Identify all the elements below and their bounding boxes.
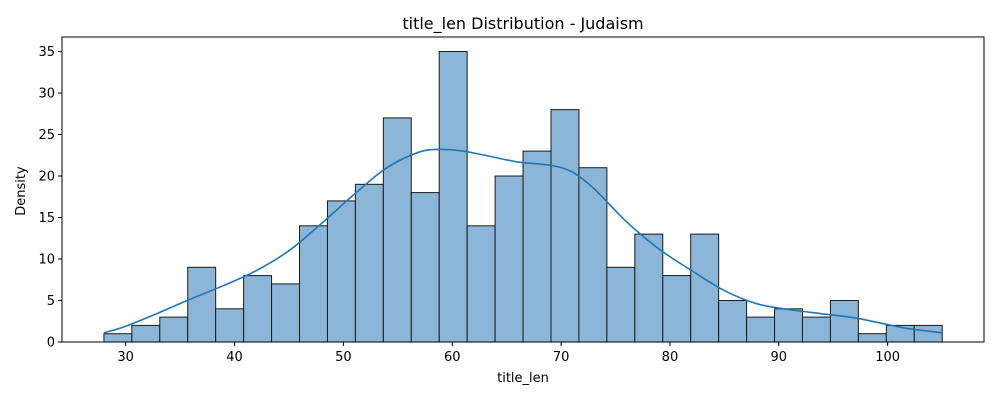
x-axis-label: title_len — [497, 371, 549, 386]
histogram-bar — [774, 308, 803, 343]
x-axis-ticks: 30 40 50 60 70 80 90 100 — [117, 342, 900, 365]
histogram-bar — [690, 233, 720, 343]
y-tick-label: 5 — [47, 294, 55, 309]
y-tick-label: 0 — [47, 336, 55, 351]
x-tick-label: 80 — [662, 350, 679, 365]
y-axis-ticks: 0 5 10 15 20 25 30 35 — [38, 45, 62, 351]
y-tick-label: 35 — [38, 45, 55, 60]
histogram-bar — [159, 316, 189, 343]
histogram-bar — [550, 109, 580, 343]
x-tick-label: 50 — [335, 350, 352, 365]
x-tick-label: 70 — [553, 350, 570, 365]
histogram-bar — [382, 117, 412, 343]
histogram-bar — [354, 183, 384, 343]
histogram-bar — [187, 266, 217, 343]
histogram-bar — [578, 167, 608, 343]
histogram-bar — [662, 275, 692, 343]
histogram-bar — [634, 233, 664, 343]
y-axis-label: Density — [14, 166, 29, 216]
plot-frame — [61, 36, 985, 343]
histogram-bar — [438, 51, 468, 343]
histogram-bar — [606, 266, 636, 343]
x-tick-label: 40 — [226, 350, 243, 365]
x-tick-label: 60 — [444, 350, 461, 365]
y-tick-label: 30 — [38, 87, 55, 102]
histogram-bar — [299, 225, 328, 343]
x-tick-label: 100 — [875, 350, 900, 365]
y-tick-label: 20 — [38, 170, 55, 185]
histogram-bars — [103, 51, 943, 343]
histogram-bar — [494, 175, 524, 343]
histogram-bar — [857, 333, 887, 343]
histogram-bar — [466, 225, 496, 343]
histogram-bar — [829, 300, 859, 343]
histogram-bar — [215, 308, 245, 343]
kde-curve — [103, 148, 943, 334]
histogram-bar — [522, 150, 552, 343]
x-tick-label: 90 — [771, 350, 788, 365]
histogram-bar — [410, 192, 440, 343]
histogram-bar — [746, 316, 776, 343]
histogram-bar — [718, 300, 748, 343]
y-tick-label: 15 — [38, 211, 55, 226]
histogram-bar — [243, 275, 273, 343]
histogram-bar — [131, 324, 161, 343]
histogram-bar — [103, 333, 133, 343]
histogram-bar — [326, 200, 356, 343]
x-tick-label: 30 — [117, 350, 134, 365]
histogram-bar — [913, 324, 943, 343]
histogram-bar — [271, 283, 301, 343]
chart-title: title_len Distribution - Judaism — [402, 14, 643, 34]
y-tick-label: 10 — [38, 253, 55, 268]
y-tick-label: 25 — [38, 128, 55, 143]
histogram-bar — [801, 316, 831, 343]
